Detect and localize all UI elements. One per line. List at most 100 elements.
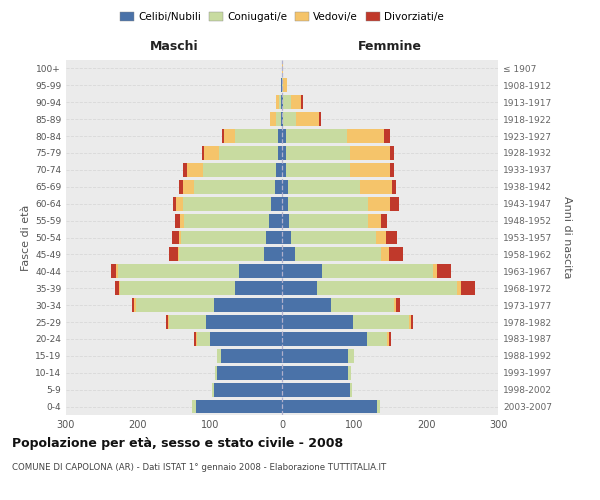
Bar (282, 282, 457, 295)
Text: COMUNE DI CAPOLONA (AR) - Dati ISTAT 1° gennaio 2008 - Elaborazione TUTTITALIA.I: COMUNE DI CAPOLONA (AR) - Dati ISTAT 1° … (12, 462, 386, 471)
Y-axis label: Anni di nascita: Anni di nascita (562, 196, 572, 279)
Bar (282, 332, 389, 346)
Bar (282, 400, 380, 413)
Bar (282, 298, 400, 312)
Bar (282, 129, 347, 143)
Bar (217, 366, 282, 380)
Bar (282, 146, 350, 160)
Text: Maschi: Maschi (149, 40, 199, 52)
Bar (282, 382, 350, 396)
Bar (214, 382, 282, 396)
Bar (282, 96, 290, 109)
Bar (282, 248, 403, 262)
Bar (136, 298, 282, 312)
Bar (282, 197, 390, 210)
Bar (192, 400, 282, 413)
Bar (282, 180, 396, 194)
Bar (281, 112, 282, 126)
Bar (282, 146, 394, 160)
Bar (178, 248, 282, 262)
Bar (172, 230, 282, 244)
Bar (279, 96, 282, 109)
Bar (281, 96, 282, 109)
Bar (194, 332, 282, 346)
Bar (282, 230, 376, 244)
Bar (282, 214, 368, 228)
Bar (184, 163, 282, 177)
Bar (282, 197, 398, 210)
Bar (270, 112, 282, 126)
Bar (182, 180, 282, 194)
Bar (196, 332, 282, 346)
Text: Femmine: Femmine (358, 40, 422, 52)
Bar (282, 197, 288, 210)
Bar (282, 349, 348, 363)
Bar (282, 96, 283, 109)
Bar (282, 163, 394, 177)
Bar (282, 382, 352, 396)
Bar (282, 214, 382, 228)
Bar (118, 264, 282, 278)
Bar (192, 400, 282, 413)
Bar (196, 400, 282, 413)
Bar (282, 400, 380, 413)
Bar (282, 230, 386, 244)
Bar (217, 349, 282, 363)
Bar (184, 214, 282, 228)
Bar (270, 112, 282, 126)
Bar (215, 366, 282, 380)
Bar (281, 78, 282, 92)
Bar (282, 349, 354, 363)
Bar (276, 112, 282, 126)
Bar (167, 315, 282, 329)
Bar (282, 366, 351, 380)
Bar (282, 129, 390, 143)
Bar (282, 332, 387, 346)
Bar (282, 248, 295, 262)
Bar (221, 349, 282, 363)
Bar (181, 230, 282, 244)
Bar (175, 214, 282, 228)
Bar (281, 78, 282, 92)
Bar (173, 197, 282, 210)
Bar (282, 298, 394, 312)
Bar (282, 214, 387, 228)
Bar (282, 382, 352, 396)
Bar (179, 230, 282, 244)
Text: Popolazione per età, sesso e stato civile - 2008: Popolazione per età, sesso e stato civil… (12, 438, 343, 450)
Bar (282, 315, 409, 329)
Bar (239, 264, 282, 278)
Bar (282, 264, 322, 278)
Bar (222, 129, 282, 143)
Bar (282, 282, 317, 295)
Bar (214, 298, 282, 312)
Bar (282, 332, 391, 346)
Bar (278, 129, 282, 143)
Bar (179, 180, 282, 194)
Bar (282, 78, 287, 92)
Bar (282, 315, 413, 329)
Bar (115, 282, 282, 295)
Bar (187, 163, 282, 177)
Bar (235, 282, 282, 295)
Bar (282, 96, 301, 109)
Bar (275, 96, 282, 109)
Bar (282, 214, 289, 228)
Bar (282, 112, 296, 126)
Bar (282, 400, 377, 413)
Bar (282, 349, 354, 363)
Bar (282, 62, 283, 76)
Bar (119, 282, 282, 295)
Bar (224, 129, 282, 143)
Bar (282, 112, 283, 126)
Bar (282, 197, 368, 210)
Bar (282, 78, 287, 92)
Bar (120, 282, 282, 295)
Bar (194, 180, 282, 194)
Bar (282, 366, 348, 380)
Bar (134, 298, 282, 312)
Bar (282, 282, 461, 295)
Bar (282, 112, 319, 126)
Bar (282, 332, 367, 346)
Bar (282, 366, 351, 380)
